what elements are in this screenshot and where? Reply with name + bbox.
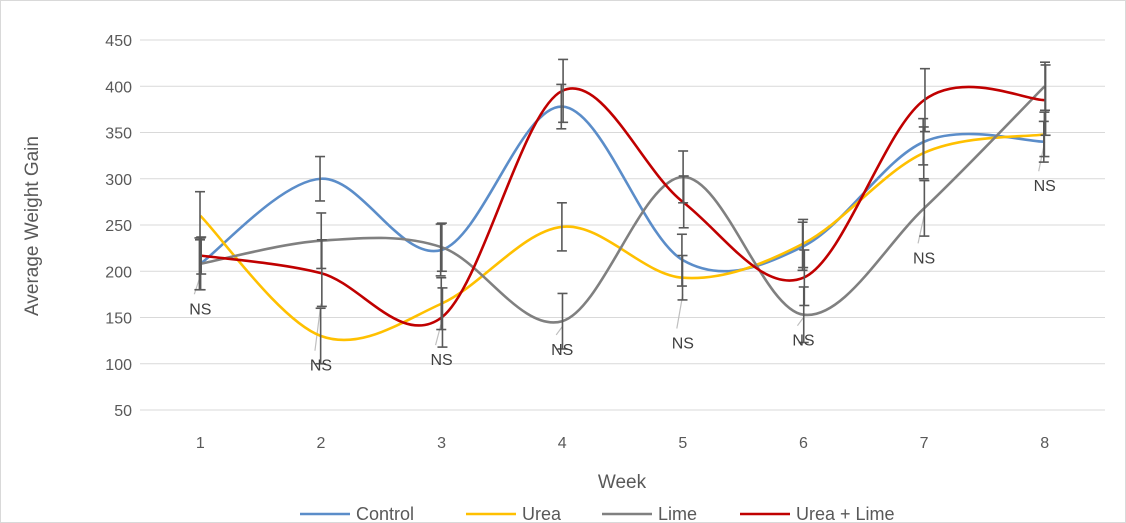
error-bar [435, 223, 446, 277]
x-tick-label: 8 [1040, 435, 1049, 452]
annotation-leader [796, 317, 804, 327]
annotations: NS NS NS NS NS NS NS NS [189, 178, 1056, 374]
x-tick-label: 5 [678, 435, 687, 452]
x-tick-label: 4 [558, 435, 567, 452]
series-line [199, 105, 1045, 273]
error-bar [315, 307, 326, 365]
annotation-leader [555, 326, 563, 336]
error-bar [196, 236, 207, 275]
legend-label: Control [356, 504, 414, 523]
series-line [199, 133, 1045, 342]
legend-item: Control [300, 504, 414, 523]
y-axis-title: Average Weight Gain [22, 136, 43, 316]
legend-item: Urea [466, 504, 562, 523]
error-bar [436, 276, 447, 331]
error-bar [556, 202, 567, 252]
annotation-label: NS [430, 352, 452, 369]
x-axis-title: Week [598, 472, 647, 493]
annotation-label: NS [913, 250, 935, 267]
error-bar [436, 222, 447, 273]
y-tick-label: 300 [105, 172, 132, 189]
x-tick-label: 3 [437, 435, 446, 452]
error-bar [437, 287, 448, 348]
y-tick-label: 150 [105, 311, 132, 328]
error-bar [1039, 111, 1050, 158]
y-tick-label: 400 [105, 79, 132, 96]
error-bar [799, 249, 810, 307]
annotation-label: NS [189, 301, 211, 318]
error-bar [677, 254, 688, 301]
legend: Control Urea Lime Urea + Lime [300, 504, 895, 523]
error-bar [556, 83, 567, 130]
y-axis-ticks: 50 100 150 200 250 300 350 400 450 [105, 33, 132, 420]
annotation-label: NS [551, 342, 573, 359]
annotation-label: NS [672, 335, 694, 352]
series-line [200, 85, 1046, 324]
error-bar [315, 155, 326, 202]
annotation-leaders [193, 141, 1046, 351]
annotation-label: NS [792, 333, 814, 350]
gridlines [140, 39, 1105, 411]
annotation-label: NS [1034, 178, 1056, 195]
x-tick-label: 2 [316, 435, 325, 452]
error-bar [919, 67, 930, 133]
y-tick-label: 50 [114, 403, 132, 420]
error-bar [1040, 64, 1051, 137]
error-bar [678, 175, 689, 229]
x-tick-label: 6 [799, 435, 808, 452]
legend-item: Urea + Lime [740, 504, 895, 523]
error-bar [558, 58, 569, 124]
x-tick-label: 1 [196, 435, 205, 452]
annotation-label: NS [310, 358, 332, 375]
series-group [199, 85, 1046, 342]
error-bar [919, 179, 930, 237]
y-tick-label: 200 [105, 264, 132, 281]
legend-label: Lime [658, 504, 697, 523]
x-axis-ticks: 1 2 3 4 5 6 7 8 [196, 435, 1049, 452]
y-tick-label: 250 [105, 218, 132, 235]
annotation-leader [917, 215, 925, 244]
y-tick-label: 350 [105, 126, 132, 143]
legend-item: Lime [602, 504, 697, 523]
y-tick-label: 450 [105, 33, 132, 50]
x-tick-label: 7 [920, 435, 929, 452]
legend-label: Urea [522, 504, 562, 523]
error-bar [316, 239, 327, 308]
error-bar [798, 218, 809, 269]
series-line [200, 85, 1045, 327]
legend-label: Urea + Lime [796, 504, 895, 523]
error-bars [194, 58, 1051, 365]
y-tick-label: 100 [105, 357, 132, 374]
error-bar [918, 126, 929, 180]
error-bar [557, 292, 568, 350]
